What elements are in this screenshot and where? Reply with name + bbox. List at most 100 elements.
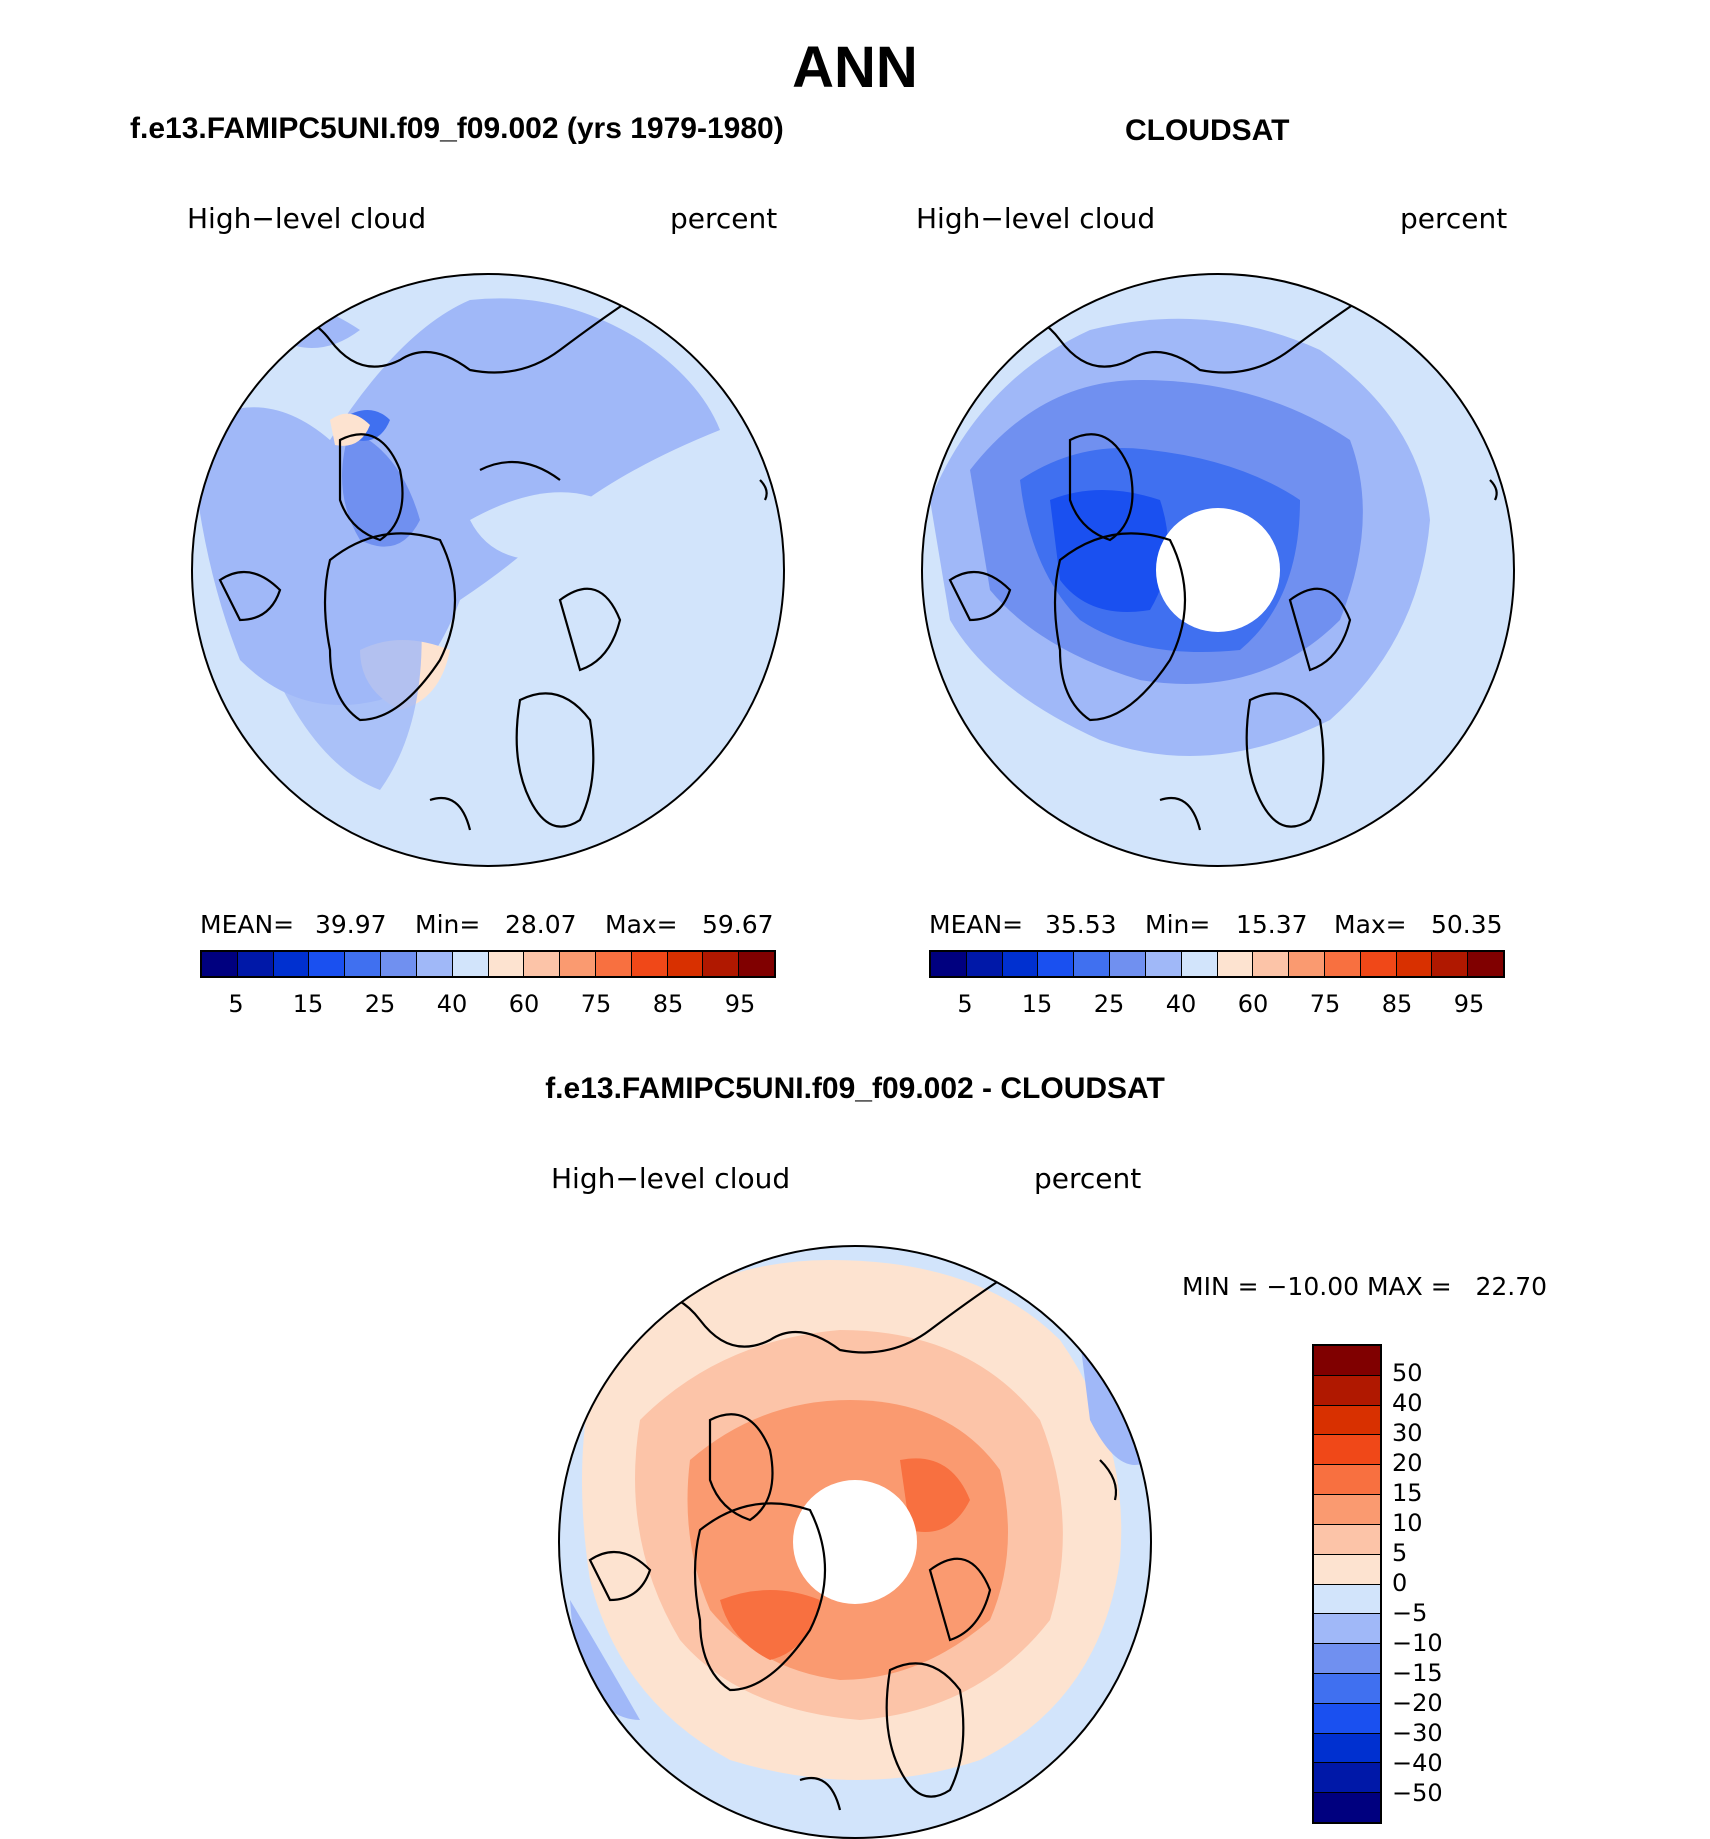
colorbar-swatch [1252, 952, 1289, 976]
diff-units: percent [1034, 1162, 1142, 1195]
diff-colorbar-tick-label: 5 [1392, 1539, 1408, 1567]
colorbar-tick-label: 85 [1381, 990, 1413, 1018]
colorbar-swatch [666, 952, 703, 976]
colorbar-swatch [1073, 952, 1110, 976]
diff-colorbar-swatch [1314, 1523, 1380, 1554]
diff-colorbar-swatch [1314, 1346, 1380, 1375]
diff-variable: High−level cloud [551, 1162, 791, 1195]
panel-1-mean-value: 39.97 [315, 910, 387, 939]
panel-1-map-border [191, 273, 785, 867]
colorbar-swatch [1001, 952, 1038, 976]
diff-map-border [558, 1245, 1152, 1839]
panel-1-title: f.e13.FAMIPC5UNI.f09_f09.002 (yrs 1979-1… [130, 112, 784, 145]
colorbar-tick-label: 95 [724, 990, 756, 1018]
colorbar-swatch [559, 952, 595, 976]
colorbar-tick-label: 75 [580, 990, 612, 1018]
diff-colorbar-swatch [1314, 1464, 1380, 1495]
colorbar-tick-label: 5 [228, 990, 244, 1018]
colorbar-swatch [1359, 952, 1396, 976]
colorbar-swatch [487, 952, 524, 976]
colorbar-tick-label: 25 [1093, 990, 1125, 1018]
panel-1-max-value: 59.67 [702, 910, 774, 939]
panel-2-title: CLOUDSAT [1125, 114, 1290, 147]
colorbar-tick-label: 5 [957, 990, 973, 1018]
diff-colorbar-swatch [1314, 1672, 1380, 1703]
colorbar-tick-label: 60 [508, 990, 540, 1018]
diff-colorbar-tick-label: −10 [1392, 1629, 1443, 1657]
panel-2-variable: High−level cloud [916, 202, 1156, 235]
diff-colorbar-swatch [1314, 1374, 1380, 1405]
colorbar-swatch [202, 952, 237, 976]
diff-colorbar-tick-label: 15 [1392, 1479, 1423, 1507]
colorbar-swatch [1109, 952, 1145, 976]
panel-1-min-label: Min= [415, 910, 481, 939]
diff-colorbar [1312, 1344, 1382, 1824]
colorbar-swatch [308, 952, 345, 976]
diff-colorbar-swatch [1314, 1404, 1380, 1435]
diff-colorbar-swatch [1314, 1643, 1380, 1673]
diff-colorbar-tick-label: 10 [1392, 1509, 1423, 1537]
colorbar-swatch [236, 952, 273, 976]
colorbar-swatch [380, 952, 416, 976]
diff-colorbar-tick-label: 20 [1392, 1449, 1423, 1477]
colorbar-swatch [1288, 952, 1324, 976]
colorbar-tick-label: 15 [292, 990, 324, 1018]
colorbar-tick-label: 85 [652, 990, 684, 1018]
colorbar-swatch [1216, 952, 1253, 976]
diff-colorbar-tick-label: 40 [1392, 1389, 1423, 1417]
diff-colorbar-tick-label: −40 [1392, 1749, 1443, 1777]
panel-2-max-value: 50.35 [1431, 910, 1503, 939]
colorbar-swatch [965, 952, 1002, 976]
colorbar-swatch [1037, 952, 1074, 976]
colorbar-swatch [702, 952, 739, 976]
panel-2-mean-label: MEAN= [929, 910, 1024, 939]
diff-colorbar-tick-label: −50 [1392, 1779, 1443, 1807]
diff-colorbar-swatch [1314, 1494, 1380, 1524]
panel-1-mean-label: MEAN= [200, 910, 295, 939]
colorbar-tick-label: 40 [1165, 990, 1197, 1018]
colorbar-tick-label: 75 [1309, 990, 1341, 1018]
colorbar-swatch [1395, 952, 1432, 976]
colorbar-tick-label: 40 [436, 990, 468, 1018]
diff-colorbar-swatch [1314, 1732, 1380, 1763]
diff-title: f.e13.FAMIPC5UNI.f09_f09.002 - CLOUDSAT [545, 1072, 1165, 1105]
panel-1-variable: High−level cloud [187, 202, 427, 235]
diff-colorbar-swatch [1314, 1583, 1380, 1614]
colorbar-swatch [415, 952, 452, 976]
colorbar-swatch [451, 952, 488, 976]
diff-colorbar-swatch [1314, 1613, 1380, 1644]
colorbar-swatch [931, 952, 966, 976]
colorbar-swatch [1467, 952, 1503, 976]
colorbar-swatch [1431, 952, 1468, 976]
panel-2-units: percent [1400, 202, 1508, 235]
colorbar-swatch [630, 952, 667, 976]
colorbar-swatch [1323, 952, 1360, 976]
colorbar-swatch [594, 952, 631, 976]
colorbar-swatch [523, 952, 560, 976]
colorbar-swatch [344, 952, 381, 976]
colorbar-swatch [272, 952, 309, 976]
diff-map [559, 1246, 1151, 1838]
colorbar-tick-label: 95 [1453, 990, 1485, 1018]
colorbar-tick-label: 15 [1021, 990, 1053, 1018]
panel-1-max-label: Max= [605, 910, 678, 939]
diff-colorbar-tick-label: −30 [1392, 1719, 1443, 1747]
diff-colorbar-swatch [1314, 1553, 1380, 1584]
panel-2-min-value: 15.37 [1236, 910, 1308, 939]
panel-2-max-label: Max= [1334, 910, 1407, 939]
diff-colorbar-swatch [1314, 1434, 1380, 1465]
diff-colorbar-tick-label: −5 [1392, 1599, 1428, 1627]
main-title: ANN [792, 35, 918, 100]
panel-1-map [192, 274, 784, 866]
diff-colorbar-swatch [1314, 1792, 1380, 1822]
diff-colorbar-tick-label: 50 [1392, 1359, 1423, 1387]
panel-2-map [922, 274, 1514, 866]
panel-2-colorbar [929, 950, 1505, 978]
diff-minmax: MIN = −10.00 MAX = 22.70 [1182, 1272, 1548, 1301]
diff-colorbar-tick-label: −15 [1392, 1659, 1443, 1687]
panel-1-min-value: 28.07 [505, 910, 577, 939]
panel-1-units: percent [670, 202, 778, 235]
colorbar-swatch [1144, 952, 1181, 976]
colorbar-tick-label: 60 [1237, 990, 1269, 1018]
